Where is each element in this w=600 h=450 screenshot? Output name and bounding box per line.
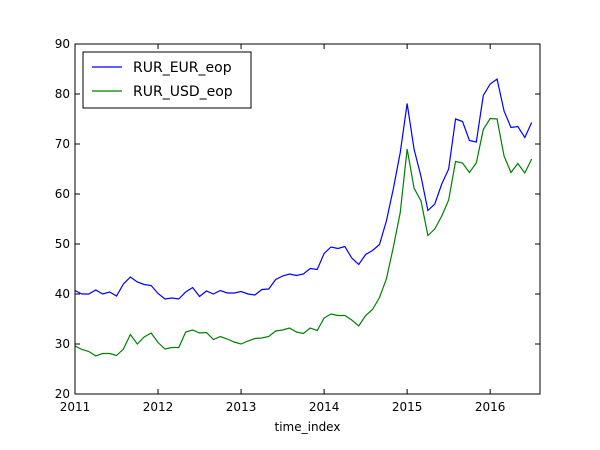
plot-frame <box>74 43 541 395</box>
x-tick-label: 2012 <box>143 400 174 414</box>
x-tick-label: 2016 <box>475 400 506 414</box>
x-tick-label: 2013 <box>226 400 257 414</box>
y-tick-label: 20 <box>55 387 70 401</box>
y-tick-label: 40 <box>55 287 70 301</box>
series-layer <box>74 77 533 357</box>
x-tick-label: 2014 <box>309 400 340 414</box>
y-tick-label: 80 <box>55 87 70 101</box>
legend: RUR_EUR_eop RUR_USD_eop <box>82 51 252 109</box>
y-tick-label: 60 <box>55 187 70 201</box>
y-tick-label: 90 <box>55 37 70 51</box>
y-tick-label: 50 <box>55 237 70 251</box>
y-tick-label: 70 <box>55 137 70 151</box>
y-tick-label: 30 <box>55 337 70 351</box>
ticks-layer: 2011 2012 2013 2014 2015 2016 20 30 40 50 60 70 80 90 <box>55 37 540 414</box>
legend-label-rur-eur: RUR_EUR_eop <box>133 60 232 76</box>
series-line-rur-eur-eop <box>74 77 533 300</box>
series-line-rur-usd-eop <box>74 117 533 357</box>
x-tick-label: 2011 <box>60 400 91 414</box>
legend-label-rur-usd: RUR_USD_eop <box>133 84 233 100</box>
legend-box <box>82 51 252 109</box>
x-axis-label: time_index <box>275 420 341 434</box>
x-tick-label: 2015 <box>392 400 423 414</box>
